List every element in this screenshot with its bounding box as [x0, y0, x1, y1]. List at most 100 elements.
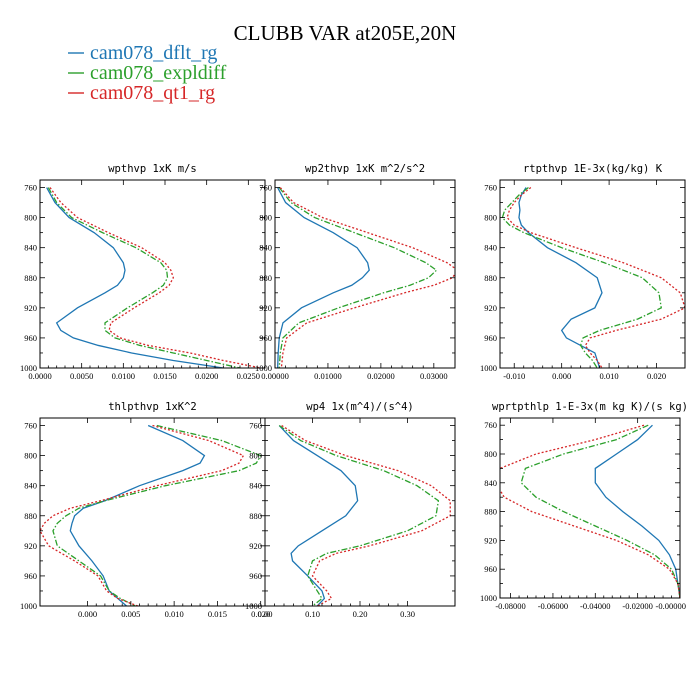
- x-tick-label: -0.04000: [580, 601, 610, 611]
- panel-title: wp2thvp 1xK m^2/s^2: [305, 163, 425, 175]
- y-tick-label: 760: [484, 183, 497, 193]
- x-tick-label: 0.005: [121, 609, 140, 619]
- x-tick-label: 0.0100: [112, 371, 135, 381]
- y-tick-label: 960: [484, 564, 497, 574]
- panel-5: wp4 1x(m^4)/(s^4)76080084088092096010000…: [245, 401, 456, 619]
- x-tick-label: 0.0150: [153, 371, 176, 381]
- panel-grid: wpthvp 1xK m/s76080084088092096010000.00…: [20, 163, 688, 619]
- panel-4: thlpthvp 1xK^276080084088092096010000.00…: [20, 401, 270, 619]
- y-tick-label: 880: [259, 273, 272, 283]
- x-tick-label: 0.010: [600, 371, 619, 381]
- x-tick-label: -0.00000: [656, 601, 686, 611]
- x-tick-label: 0.0250: [237, 371, 260, 381]
- x-tick-label: 0.00000: [261, 371, 289, 381]
- y-tick-label: 920: [259, 303, 272, 313]
- y-tick-label: 920: [484, 303, 497, 313]
- y-tick-label: 760: [249, 421, 262, 431]
- plot-frame: [264, 417, 456, 607]
- y-tick-label: 840: [259, 243, 272, 253]
- series-line-cam078_expldiff: [520, 424, 680, 598]
- x-tick-label: 0.000: [552, 371, 571, 381]
- x-tick-label: 0.10: [305, 609, 320, 619]
- series-line-cam078_expldiff: [52, 424, 262, 606]
- series-line-cam078_dflt_rg: [69, 424, 206, 606]
- y-tick-label: 960: [24, 571, 37, 581]
- y-tick-label: 880: [484, 507, 497, 517]
- y-tick-label: 1000: [480, 593, 497, 603]
- y-tick-label: 800: [484, 449, 497, 459]
- x-tick-label: -0.02000: [622, 601, 652, 611]
- y-tick-label: 920: [24, 541, 37, 551]
- series-line-cam078_qt1_rg: [40, 424, 245, 606]
- y-tick-label: 880: [249, 511, 262, 521]
- x-tick-label: 0.20: [353, 609, 368, 619]
- panel-3: rtpthvp 1E-3x(kg/kg) K 760 800 840 880 920 960…: [480, 163, 686, 381]
- x-tick-label: 0.015: [208, 609, 227, 619]
- y-tick-label: 800: [24, 451, 37, 461]
- y-tick-label: 800: [484, 213, 497, 223]
- y-tick-label: 1000: [245, 601, 262, 611]
- x-tick-label: 0.020: [251, 609, 270, 619]
- panel-6: wprtpthlp 1-E-3x(m kg K)/(s kg) 760 800 840…: [480, 401, 688, 611]
- y-tick-label: 920: [24, 303, 37, 313]
- series-line-cam078_qt1_rg: [506, 187, 685, 368]
- y-tick-label: 1000: [255, 363, 272, 373]
- y-tick-label: 960: [484, 333, 497, 343]
- x-tick-label: 0.30: [400, 609, 415, 619]
- plot-frame: [274, 179, 456, 369]
- y-tick-label: 880: [484, 273, 497, 283]
- legend-entry: cam078_expldiff: [90, 62, 227, 84]
- panel-title: rtpthvp 1E-3x(kg/kg) K: [523, 163, 663, 175]
- x-tick-label: 0.020: [647, 371, 666, 381]
- x-tick-label: -0.010: [503, 371, 525, 381]
- legend-entry: cam078_dflt_rg: [90, 42, 217, 64]
- series-line-cam078_dflt_rg: [518, 187, 603, 368]
- panel-title: wp4 1x(m^4)/(s^4): [306, 401, 413, 413]
- x-tick-label: 0.01000: [314, 371, 342, 381]
- y-tick-label: 840: [484, 243, 497, 253]
- series-line-cam078_qt1_rg: [281, 424, 451, 606]
- y-tick-label: 960: [249, 571, 262, 581]
- panel-title: wpthvp 1xK m/s: [108, 163, 197, 175]
- x-tick-label: -0.08000: [495, 601, 525, 611]
- y-tick-label: 840: [24, 243, 37, 253]
- legend: cam078_dflt_rgcam078_expldiffcam078_qt1_…: [68, 42, 227, 104]
- x-tick-label: 0.03000: [420, 371, 448, 381]
- x-tick-label: 0.0050: [70, 371, 93, 381]
- y-tick-label: 960: [24, 333, 37, 343]
- y-tick-label: 1000: [20, 601, 37, 611]
- y-tick-label: 880: [24, 273, 37, 283]
- series-line-cam078_expldiff: [47, 187, 241, 368]
- x-tick-label: 0.00: [258, 609, 273, 619]
- panel-2: wp2thvp 1xK m^2/s^2 760 800 840 880 920 960 100…: [255, 163, 456, 381]
- y-tick-label: 880: [24, 511, 37, 521]
- y-tick-label: 760: [484, 420, 497, 430]
- y-tick-label: 920: [249, 541, 262, 551]
- x-tick-label: 0.000: [78, 609, 97, 619]
- y-tick-label: 920: [484, 535, 497, 545]
- series-line-cam078_qt1_rg: [279, 187, 455, 368]
- y-tick-label: 800: [259, 213, 272, 223]
- y-tick-label: 1000: [480, 363, 497, 373]
- plot-frame: [499, 179, 686, 369]
- series-line-cam078_expldiff: [278, 424, 440, 606]
- x-tick-label: 0.0000: [28, 371, 51, 381]
- y-tick-label: 760: [24, 183, 37, 193]
- y-tick-label: 760: [24, 421, 37, 431]
- series-line-cam078_dflt_rg: [277, 187, 370, 368]
- series-line-cam078_dflt_rg: [46, 187, 224, 368]
- plot-frame: [39, 417, 266, 607]
- y-tick-label: 840: [484, 478, 497, 488]
- series-line-cam078_qt1_rg: [500, 424, 680, 598]
- x-tick-label: 0.02000: [367, 371, 395, 381]
- y-tick-label: 840: [24, 481, 37, 491]
- plot-frame: [39, 179, 266, 369]
- x-tick-label: 0.010: [165, 609, 184, 619]
- x-tick-label: 0.0200: [195, 371, 218, 381]
- y-tick-label: 960: [259, 333, 272, 343]
- series-line-cam078_expldiff: [278, 187, 438, 368]
- y-tick-label: 840: [249, 481, 262, 491]
- plot-frame: [499, 417, 681, 599]
- figure-title: CLUBB VAR at205E,20N: [234, 21, 457, 45]
